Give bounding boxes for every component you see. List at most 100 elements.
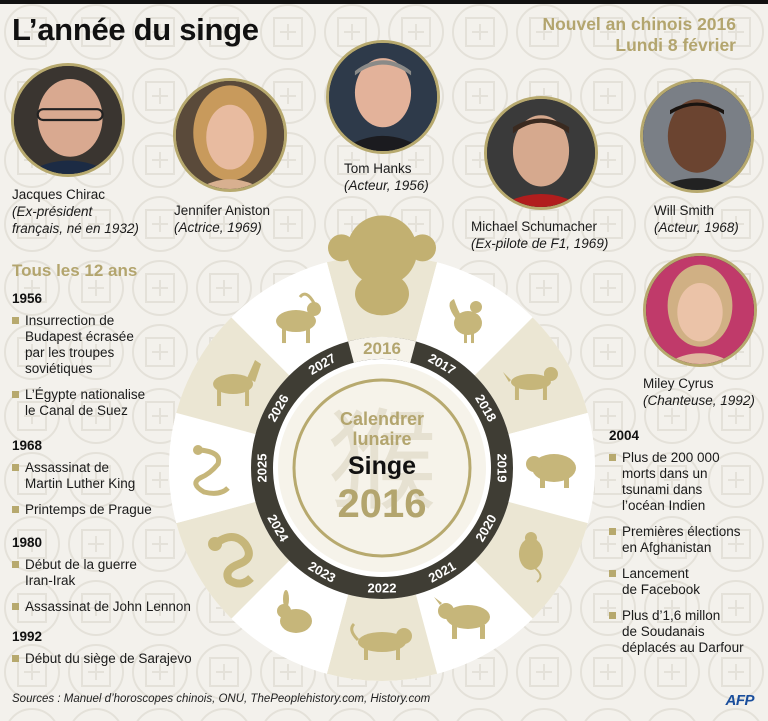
event-line: Martin Luther King (25, 476, 136, 491)
event-item: L’Égypte nationalise le Canal de Suez (12, 387, 145, 419)
celeb-caption-aniston: Jennifer Aniston (Actrice, 1969) (174, 202, 270, 236)
event-line: le Canal de Suez (25, 403, 128, 418)
event-item: Insurrection de Budapest écrasée par les t… (12, 313, 134, 377)
event-date-line1: Nouvel an chinois 2016 (542, 14, 736, 34)
dog-icon (502, 367, 558, 400)
portrait-miley-cyrus (643, 253, 757, 367)
snake-icon (193, 445, 230, 496)
celeb-role: (Acteur, 1968) (654, 220, 739, 235)
celeb-caption-smith: Will Smith (Acteur, 1968) (654, 202, 739, 236)
watermark-glyph: 猴 (327, 398, 437, 526)
celeb-role: (Chanteuse, 1992) (643, 393, 755, 408)
event-year: 2004 (609, 428, 640, 443)
event-line: de Facebook (622, 582, 701, 597)
event-line: morts dans un (622, 466, 708, 481)
wheel-sector (176, 501, 290, 619)
inner-disc-border (292, 378, 472, 558)
dragon-icon (208, 533, 254, 588)
event-item: Plus d’1,6 millon de Soudanais déplacés au… (609, 608, 744, 656)
celeb-caption-schumacher: Michael Schumacher (Ex-pilote de F1, 196… (471, 218, 608, 252)
wheel-center-line1: Calendrer (340, 409, 424, 429)
event-year: 1980 (12, 535, 43, 550)
ox-icon (434, 596, 490, 639)
section-title: Tous les 12 ans (12, 261, 138, 280)
event-item: Début de la guerre Iran-Irak (12, 557, 137, 589)
event-item: Plus de 200 000 morts dans un tsunami dans… (609, 450, 720, 514)
event-line: déplacés au Darfour (622, 640, 744, 655)
event-line: Budapest écrasée (25, 329, 134, 344)
event-item: Début du siège de Sarajevo (12, 651, 192, 667)
top-bar (0, 0, 768, 4)
celeb-role: (Ex-président (12, 204, 93, 219)
event-item: Assassinat de Martin Luther King (12, 460, 135, 492)
event-date-line2: Lundi 8 février (615, 35, 736, 55)
event-line: Assassinat de (25, 460, 110, 475)
event-line: Assassinat de John Lennon (25, 599, 191, 614)
goat-icon (276, 292, 321, 344)
horse-icon (213, 360, 262, 406)
rabbit-icon (277, 589, 312, 633)
event-line: Insurrection de (25, 313, 115, 328)
ring-year: 2025 (255, 454, 270, 483)
portrait-jacques-chirac (11, 63, 125, 177)
celeb-caption-cyrus: Miley Cyrus (Chanteuse, 1992) (643, 375, 755, 409)
ring-year: 2019 (495, 454, 510, 483)
celeb-role: français, né en 1932) (12, 221, 139, 236)
wheel-center-animal: Singe (348, 452, 416, 480)
current-year-notch (348, 336, 416, 363)
celeb-role: (Actrice, 1969) (174, 220, 262, 235)
wheel-animals (193, 215, 576, 660)
celeb-name: Miley Cyrus (643, 376, 714, 391)
ring-year: 2022 (368, 581, 397, 596)
event-line: L’Égypte nationalise (25, 387, 146, 402)
celeb-caption-chirac: Jacques Chirac (Ex-président français, n… (12, 186, 139, 237)
wheel-center-year: 2016 (338, 482, 427, 526)
event-year: 1992 (12, 629, 43, 644)
event-line: en Afghanistan (622, 540, 712, 555)
celeb-name: Jacques Chirac (12, 187, 106, 202)
event-line: soviétiques (25, 361, 93, 376)
event-item: Assassinat de John Lennon (12, 599, 191, 615)
event-line: Lancement (622, 566, 689, 581)
event-line: Iran-Irak (25, 573, 76, 588)
celeb-role: (Ex-pilote de F1, 1969) (471, 236, 609, 251)
celeb-name: Will Smith (654, 203, 714, 218)
pig-icon (526, 454, 576, 488)
event-line: Plus de 200 000 (622, 450, 720, 465)
event-line: de Soudanais (622, 624, 705, 639)
event-year: 1968 (12, 438, 43, 453)
event-line: Printemps de Prague (25, 502, 152, 517)
sources: Sources : Manuel d’horoscopes chinois, O… (12, 693, 431, 705)
monkey-icon (328, 215, 436, 316)
ring-year-current: 2016 (363, 339, 401, 358)
event-year: 1956 (12, 291, 43, 306)
event-line: Plus d’1,6 millon (622, 608, 721, 623)
event-line: tsunami dans (622, 482, 703, 497)
portrait-jennifer-aniston (173, 78, 287, 192)
page-title: L’année du singe (12, 12, 259, 47)
wheel-center-line2: lunaire (352, 429, 411, 449)
event-line: Début du siège de Sarajevo (25, 651, 192, 666)
rat-icon (518, 532, 543, 583)
event-line: Premières élections (622, 524, 741, 539)
rooster-icon (449, 299, 482, 344)
celeb-name: Jennifer Aniston (174, 203, 271, 218)
event-line: par les troupes (25, 345, 115, 360)
tiger-icon (350, 622, 412, 660)
event-date: Nouvel an chinois 2016 Lundi 8 février (542, 14, 736, 56)
event-item: Printemps de Prague (12, 502, 152, 518)
portrait-michael-schumacher (484, 96, 598, 210)
celeb-role: (Acteur, 1956) (344, 178, 429, 193)
event-item: Lancement de Facebook (609, 566, 700, 598)
portrait-will-smith (640, 79, 754, 193)
celeb-caption-hanks: Tom Hanks (Acteur, 1956) (344, 160, 429, 194)
event-line: Début de la guerre (25, 557, 137, 572)
event-line: l’océan Indien (622, 498, 706, 513)
celeb-name: Michael Schumacher (471, 219, 598, 234)
afp-logo: AFP (725, 692, 755, 709)
portrait-tom-hanks (326, 40, 440, 154)
celeb-name: Tom Hanks (344, 161, 412, 176)
inner-disc (278, 364, 486, 572)
event-item: Premières élections en Afghanistan (609, 524, 741, 556)
